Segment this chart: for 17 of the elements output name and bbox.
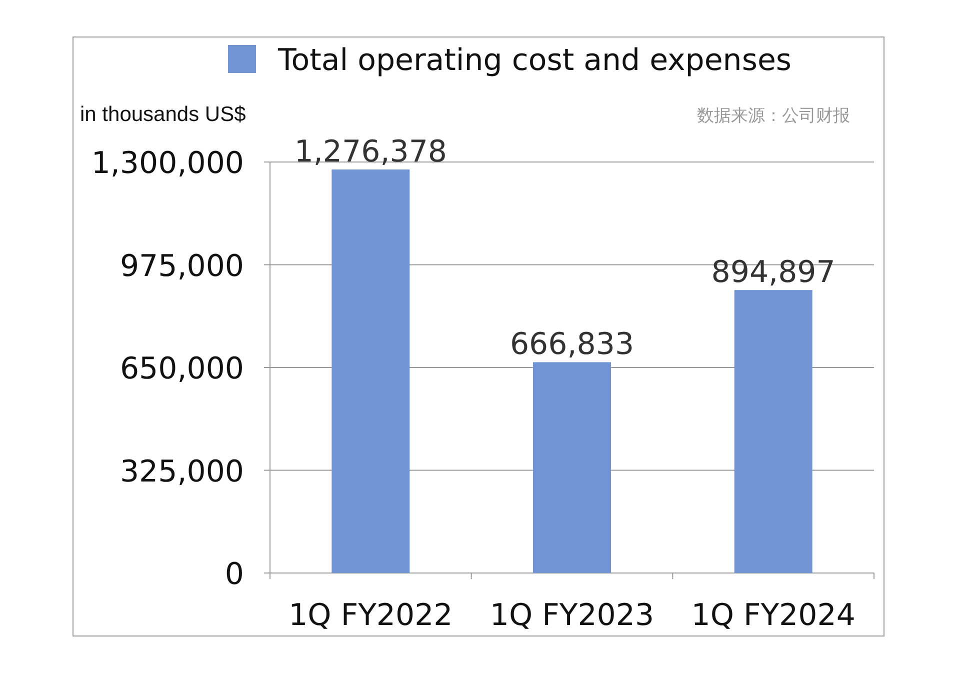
x-tick-label: 1Q FY2023 — [490, 598, 654, 633]
y-axis-title: in thousands US$ — [80, 103, 246, 126]
y-tick-label: 975,000 — [120, 248, 244, 284]
data-label: 666,833 — [510, 327, 634, 362]
source-note: 数据来源：公司财报 — [697, 106, 850, 126]
bar — [332, 169, 410, 573]
y-tick-label: 0 — [224, 557, 244, 592]
bar — [734, 290, 812, 573]
y-tick-label: 325,000 — [120, 454, 244, 490]
y-tick-label: 1,300,000 — [91, 146, 244, 181]
y-tick-label: 650,000 — [120, 352, 244, 386]
data-label: 894,897 — [711, 255, 836, 290]
x-tick-label: 1Q FY2022 — [288, 598, 453, 633]
bar — [533, 362, 611, 573]
x-tick-label: 1Q FY2024 — [691, 598, 856, 633]
legend: Total operating cost and expenses — [228, 43, 792, 78]
data-label: 1,276,378 — [294, 134, 448, 170]
